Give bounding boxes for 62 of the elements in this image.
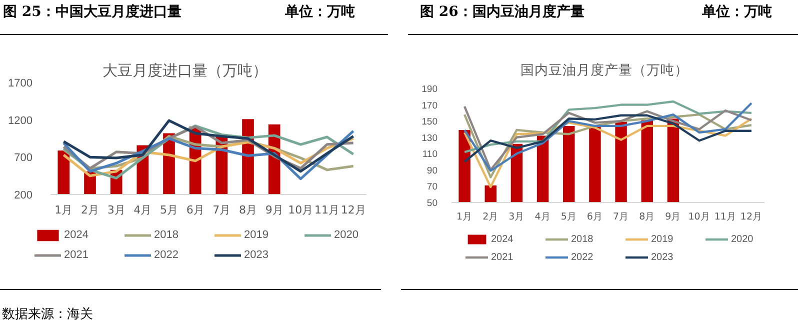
x-tick-label: 11月 [714,212,736,222]
y-tick-label: 200 [14,190,33,202]
legend-label: 2023 [651,251,674,263]
x-tick-label: 3月 [508,212,525,222]
x-tick-label: 2月 [482,212,499,222]
x-tick-label: 12月 [740,212,763,222]
y-tick-label: 110 [422,149,438,160]
x-tick-label: 4月 [534,212,551,222]
legend-label: 2023 [244,248,270,262]
y-tick-label: 1700 [8,78,33,90]
legend-label: 2024 [64,228,90,242]
x-tick-label: 5月 [560,212,577,222]
source-note: 数据来源：海关 [2,306,93,323]
x-tick-label: 8月 [639,212,656,222]
x-tick-label: 12月 [340,204,366,216]
line-series [463,100,753,154]
x-tick-label: 10月 [288,204,314,216]
line-series [463,114,753,163]
x-tick-label: 11月 [314,204,340,216]
x-tick-label: 10月 [688,212,710,222]
y-tick-label: 90 [426,165,438,176]
line-series [62,119,355,173]
legend-label: 2024 [491,233,514,245]
legend-label: 2022 [571,251,594,263]
legend-label: 2021 [491,251,514,263]
legend-label: 2021 [64,248,90,262]
x-tick-label: 9月 [665,212,682,222]
text: 单位：万吨 [285,3,355,21]
y-tick-label: 50 [426,198,438,209]
x-tick-label: 2月 [81,204,99,216]
chart-subtitle: 大豆月度进口量（万吨） [102,62,268,80]
chart-title: 图 25：中国大豆月度进口量 [3,3,182,21]
legend-label: 2022 [154,248,180,262]
y-tick-label: 150 [422,116,438,128]
y-tick-label: 70 [426,182,438,193]
y-tick-label: 170 [422,100,438,112]
line-series [463,118,753,188]
legend-label: 2020 [334,228,360,242]
x-tick-label: 1月 [456,212,473,222]
x-tick-label: 7月 [212,204,231,216]
x-tick-label: 9月 [265,204,284,216]
legend-label: 2018 [571,233,594,245]
legend-label: 2019 [244,228,270,242]
y-tick-label: 190 [422,84,438,95]
chart-subtitle: 国内豆油月度产量（万吨） [520,62,688,78]
text: 单位：万吨 [702,3,772,21]
x-tick-label: 4月 [134,204,152,216]
x-tick-label: 7月 [613,212,630,222]
legend-label: 2020 [731,233,754,245]
x-tick-label: 5月 [160,204,178,216]
x-tick-label: 6月 [586,212,603,222]
y-tick-label: 1200 [8,114,33,127]
chart-title: 图 26：国内豆油月度产量 [420,3,584,21]
legend-label: 2018 [154,228,180,242]
x-tick-label: 6月 [186,204,204,216]
y-tick-label: 700 [14,152,33,164]
x-tick-label: 8月 [239,204,257,216]
x-tick-label: 1月 [54,204,73,216]
line-series [463,113,753,178]
legend-label: 2019 [651,233,674,245]
y-tick-label: 130 [422,132,438,144]
x-tick-label: 3月 [107,204,126,216]
